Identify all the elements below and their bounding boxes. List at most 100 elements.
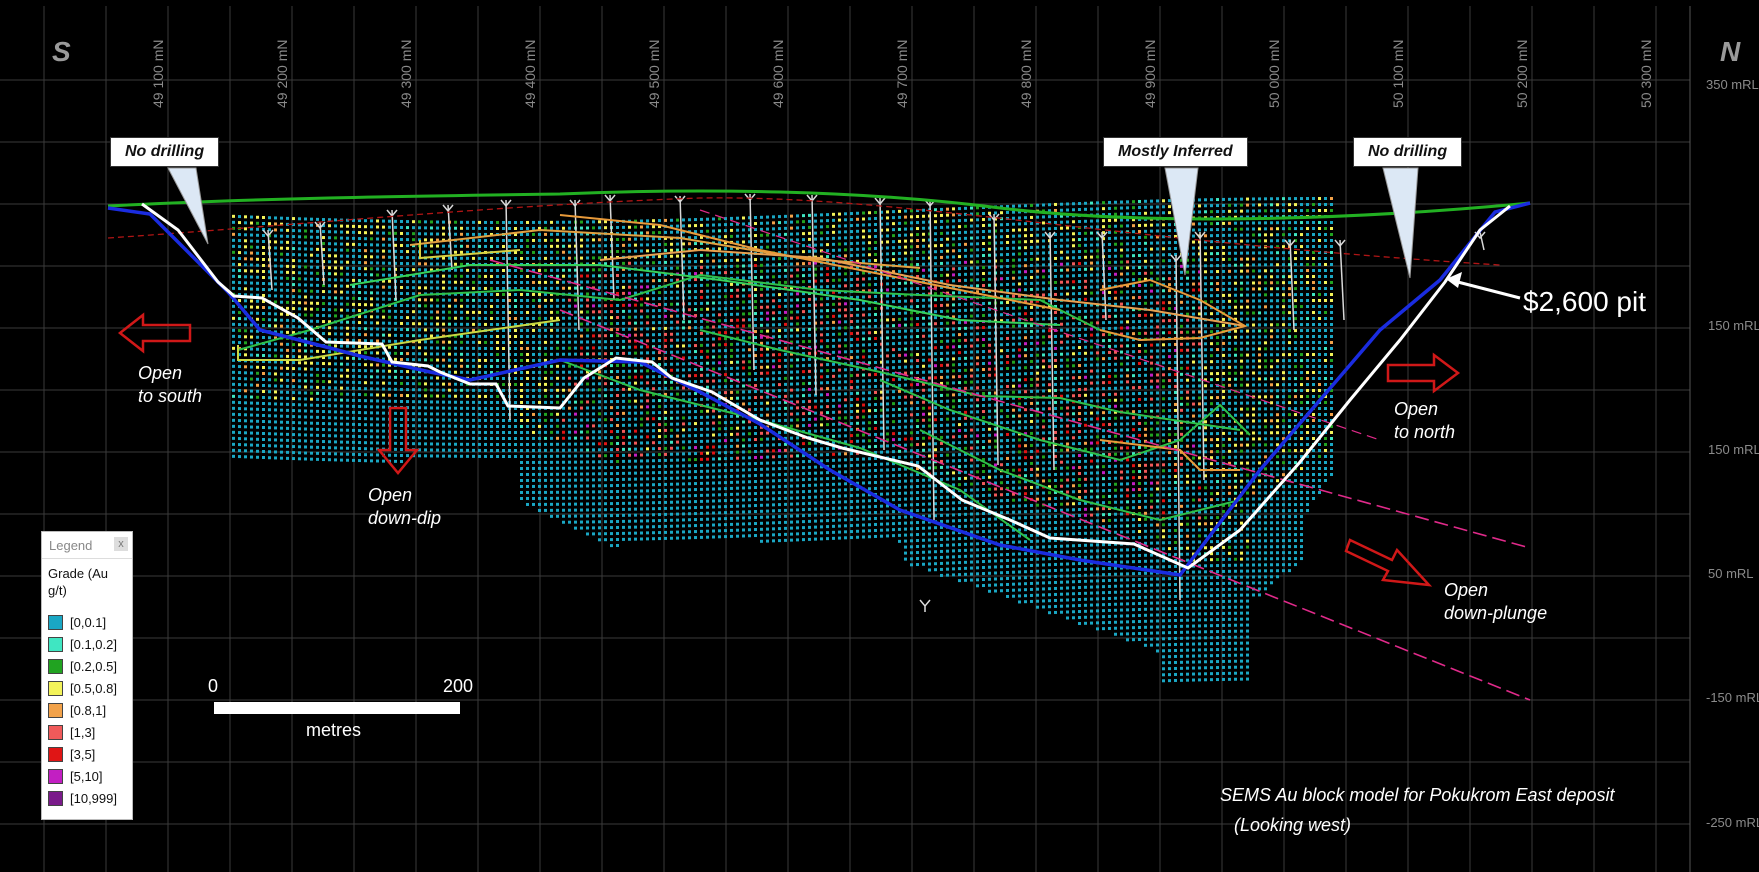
grade-block <box>544 472 547 476</box>
grade-block <box>784 238 787 242</box>
grade-block <box>394 375 397 379</box>
grade-block <box>700 487 703 491</box>
grade-block <box>604 466 607 470</box>
grade-block <box>652 531 655 535</box>
grade-block <box>394 339 397 343</box>
grade-block <box>478 418 481 422</box>
grade-block <box>274 438 277 442</box>
grade-block <box>760 503 763 507</box>
grade-block <box>640 489 643 493</box>
grade-block <box>478 274 481 278</box>
grade-block <box>832 488 835 492</box>
grade-block <box>784 526 787 530</box>
grade-block <box>562 298 565 302</box>
grade-block <box>544 442 547 446</box>
grade-block <box>310 427 313 431</box>
grade-block <box>334 386 337 390</box>
grade-block <box>634 333 637 337</box>
grade-block <box>808 441 811 445</box>
grade-block <box>796 280 799 284</box>
grade-block <box>778 263 781 267</box>
grade-block <box>394 393 397 397</box>
grade-block <box>418 382 421 386</box>
grade-block <box>262 438 265 442</box>
grade-block <box>358 285 361 289</box>
grade-block <box>568 400 571 404</box>
grade-block <box>772 281 775 285</box>
grade-block <box>628 429 631 433</box>
grade-block <box>718 367 721 371</box>
grade-block <box>436 448 439 452</box>
grade-block <box>298 259 301 263</box>
grade-block <box>616 333 619 337</box>
grade-block <box>706 223 709 227</box>
grade-block <box>832 362 835 366</box>
grade-block <box>442 316 445 320</box>
grade-block <box>628 387 631 391</box>
grade-block <box>274 366 277 370</box>
grade-block <box>238 455 241 459</box>
grade-block <box>682 464 685 468</box>
grade-block <box>316 295 319 299</box>
grade-block <box>544 448 547 452</box>
grade-block <box>496 256 499 260</box>
grade-block <box>238 323 241 327</box>
grade-block <box>724 415 727 419</box>
grade-block <box>328 236 331 240</box>
grade-block <box>490 334 493 338</box>
grade-block <box>754 336 757 340</box>
grade-block <box>736 336 739 340</box>
grade-block <box>232 376 235 380</box>
grade-block <box>520 358 523 362</box>
grade-block <box>334 332 337 336</box>
grade-block <box>682 500 685 504</box>
grade-block <box>616 483 619 487</box>
grade-block <box>394 351 397 355</box>
grade-block <box>604 238 607 242</box>
grade-block <box>334 452 337 456</box>
grade-block <box>328 218 331 222</box>
grade-block <box>700 217 703 221</box>
grade-block <box>520 430 523 434</box>
grade-block <box>772 467 775 471</box>
grade-block <box>274 456 277 460</box>
grade-block <box>568 376 571 380</box>
grade-block <box>688 308 691 312</box>
grade-block <box>844 506 847 510</box>
grade-block <box>844 386 847 390</box>
grade-block <box>550 472 553 476</box>
grade-block <box>292 385 295 389</box>
grade-block <box>778 521 781 525</box>
grade-block <box>388 375 391 379</box>
grade-block <box>550 292 553 296</box>
grade-block <box>286 366 289 370</box>
grade-block <box>322 218 325 222</box>
grade-block <box>664 398 667 402</box>
grade-block <box>340 272 343 276</box>
grade-block <box>454 256 457 260</box>
grade-block <box>748 408 751 412</box>
grade-block <box>640 345 643 349</box>
grade-block <box>598 406 601 410</box>
grade-block <box>652 435 655 439</box>
grade-block <box>406 232 409 236</box>
grade-block <box>616 435 619 439</box>
grade-block <box>472 232 475 236</box>
grade-block <box>418 220 421 224</box>
grade-block <box>592 322 595 326</box>
grade-block <box>574 274 577 278</box>
grade-block <box>532 346 535 350</box>
grade-block <box>766 413 769 417</box>
grade-block <box>682 254 685 258</box>
grade-block <box>454 370 457 374</box>
grade-block <box>478 370 481 374</box>
grade-block <box>268 450 271 454</box>
grade-block <box>502 238 505 242</box>
grade-block <box>544 220 547 224</box>
grade-block <box>256 245 259 249</box>
grade-block <box>670 218 673 222</box>
grade-block <box>514 322 517 326</box>
grade-block <box>814 303 817 307</box>
grade-block <box>352 278 355 282</box>
grade-block <box>466 292 469 296</box>
